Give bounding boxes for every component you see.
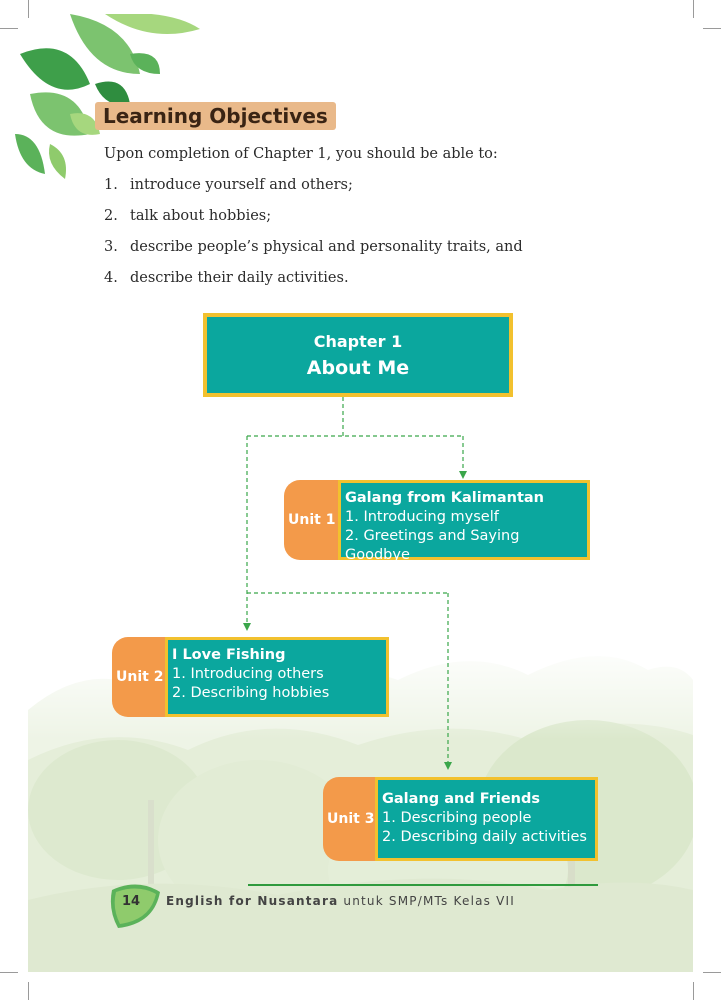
- unit-lesson: 1. Introducing myself: [345, 509, 499, 525]
- page-number-leaf-icon: [108, 880, 164, 934]
- crop-mark: [693, 0, 694, 18]
- crop-mark: [703, 972, 721, 973]
- unit-title: I Love Fishing: [172, 647, 286, 663]
- crop-mark: [0, 28, 18, 29]
- chapter-box: Chapter 1 About Me: [203, 313, 513, 397]
- leaves-decoration: [10, 13, 210, 184]
- book-title-rest: untuk SMP/MTs Kelas VII: [338, 894, 516, 908]
- unit-lesson: 1. Describing people: [382, 810, 532, 826]
- unit-body: Galang from Kalimantan 1. Introducing my…: [338, 480, 590, 563]
- crop-mark: [693, 982, 694, 1000]
- book-title-bold: English for Nusantara: [166, 894, 339, 908]
- objective-number: 2.: [104, 208, 118, 224]
- unit-lesson: 2. Describing hobbies: [172, 685, 330, 701]
- objective-number: 1.: [104, 177, 118, 193]
- objective-number: 3.: [104, 239, 118, 255]
- objective-text: introduce yourself and others;: [130, 177, 353, 193]
- unit-title: Galang and Friends: [382, 791, 540, 807]
- unit-body: Galang and Friends 1. Describing people …: [375, 777, 598, 861]
- objective-item: 3. describe people’s physical and persona…: [104, 239, 523, 255]
- book-title: English for Nusantara untuk SMP/MTs Kela…: [166, 894, 515, 908]
- crop-mark: [28, 982, 29, 1000]
- unit-lesson: 1. Introducing others: [172, 666, 324, 682]
- page-number: 14: [122, 894, 141, 909]
- crop-mark: [28, 0, 29, 18]
- learning-objectives-heading: Learning Objectives: [95, 102, 336, 130]
- objective-number: 4.: [104, 270, 118, 286]
- objectives-intro: Upon completion of Chapter 1, you should…: [104, 146, 498, 162]
- footer-rule: [248, 884, 598, 886]
- crop-mark: [0, 972, 18, 973]
- unit-card: Unit 1 Galang from Kalimantan 1. Introdu…: [284, 480, 590, 563]
- objective-item: 2. talk about hobbies;: [104, 208, 271, 224]
- objective-item: 4. describe their daily activities.: [104, 270, 349, 286]
- unit-lesson: 2. Describing daily activities: [382, 829, 587, 845]
- unit-title: Galang from Kalimantan: [345, 490, 544, 506]
- unit-body: I Love Fishing 1. Introducing others 2. …: [165, 637, 389, 717]
- objective-text: describe people’s physical and personali…: [130, 239, 523, 255]
- crop-mark: [703, 28, 721, 29]
- chapter-title: About Me: [306, 357, 410, 379]
- objective-text: describe their daily activities.: [130, 270, 349, 286]
- unit-card: Unit 3 Galang and Friends 1. Describing …: [323, 777, 598, 861]
- unit-lesson: 2. Greetings and Saying Goodbye: [345, 528, 520, 563]
- unit-card: Unit 2 I Love Fishing 1. Introducing oth…: [112, 637, 389, 717]
- objective-text: talk about hobbies;: [130, 208, 272, 224]
- chapter-label: Chapter 1: [313, 332, 403, 351]
- objective-item: 1. introduce yourself and others;: [104, 177, 353, 193]
